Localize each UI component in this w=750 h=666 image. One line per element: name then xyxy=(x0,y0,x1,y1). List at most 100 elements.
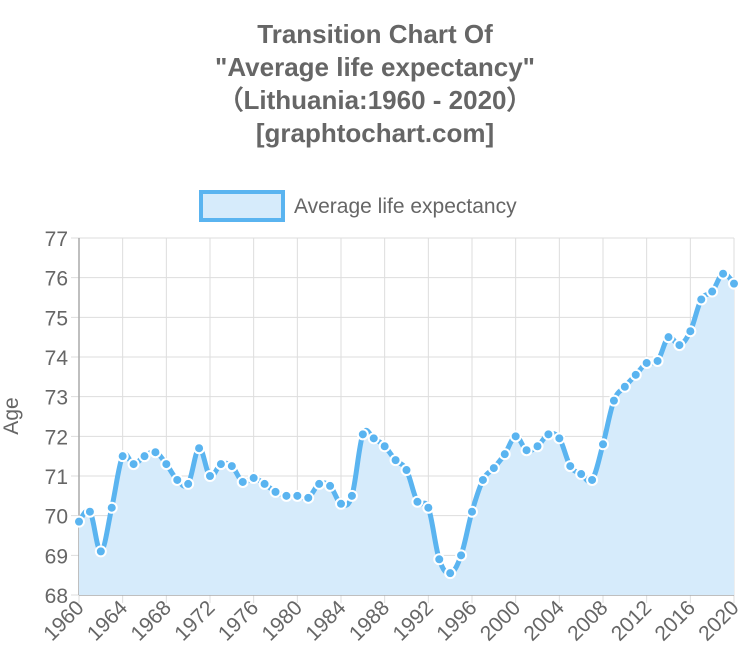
chart-title-line: （Lithuania:1960 - 2020） xyxy=(217,85,533,115)
data-point[interactable] xyxy=(411,495,424,508)
data-point[interactable] xyxy=(466,505,478,518)
y-tick-label: 72 xyxy=(45,426,68,449)
y-tick-label: 73 xyxy=(45,387,68,410)
data-point[interactable] xyxy=(313,477,326,490)
data-point[interactable] xyxy=(83,505,96,518)
x-tick-label: 1968 xyxy=(127,596,176,645)
data-point[interactable] xyxy=(422,501,435,514)
data-point[interactable] xyxy=(673,339,686,352)
data-point[interactable] xyxy=(214,458,227,471)
data-point[interactable] xyxy=(247,471,260,484)
data-point[interactable] xyxy=(662,331,675,344)
data-point[interactable] xyxy=(618,380,631,393)
data-point[interactable] xyxy=(607,394,620,407)
data-point[interactable] xyxy=(94,545,107,558)
data-point[interactable] xyxy=(597,438,609,451)
data-point[interactable] xyxy=(487,462,500,475)
x-tick-label: 2016 xyxy=(651,596,700,645)
y-tick-label: 69 xyxy=(45,545,68,568)
data-point[interactable] xyxy=(433,553,446,566)
data-point[interactable] xyxy=(73,515,85,528)
data-point[interactable] xyxy=(225,460,238,473)
data-point[interactable] xyxy=(400,464,413,477)
data-point[interactable] xyxy=(160,458,173,471)
chart-title-line: Transition Chart Of xyxy=(257,19,493,49)
data-point[interactable] xyxy=(302,491,315,504)
x-tick-label: 1964 xyxy=(83,596,133,646)
chart-title-line: "Average life expectancy" xyxy=(215,52,535,82)
data-point[interactable] xyxy=(280,489,293,502)
data-point[interactable] xyxy=(455,549,468,562)
x-tick-label: 1972 xyxy=(170,596,219,645)
x-tick-label: 2008 xyxy=(563,596,612,645)
data-point[interactable] xyxy=(193,442,206,455)
data-point[interactable] xyxy=(520,444,533,457)
data-point[interactable] xyxy=(356,428,369,441)
x-tick-label: 2004 xyxy=(520,596,570,646)
data-point[interactable] xyxy=(684,325,697,338)
data-point[interactable] xyxy=(324,479,337,492)
data-point[interactable] xyxy=(258,477,271,490)
chart-title: Transition Chart Of "Average life expect… xyxy=(0,18,750,150)
data-point[interactable] xyxy=(116,450,129,463)
y-tick-label: 71 xyxy=(45,466,68,489)
legend[interactable]: Average life expectancy xyxy=(199,190,517,222)
data-point[interactable] xyxy=(149,446,162,459)
data-point[interactable] xyxy=(509,430,522,443)
data-point[interactable] xyxy=(335,497,347,510)
x-tick-label: 1988 xyxy=(345,596,394,645)
data-point[interactable] xyxy=(531,440,544,453)
data-point[interactable] xyxy=(171,473,184,486)
data-point[interactable] xyxy=(706,285,719,298)
x-tick-label: 1984 xyxy=(301,596,351,646)
x-tick-label: 2020 xyxy=(694,596,743,645)
x-tick-label: 2012 xyxy=(607,596,656,645)
legend-swatch xyxy=(199,190,285,222)
y-tick-label: 68 xyxy=(45,585,68,608)
data-point[interactable] xyxy=(629,368,642,381)
series-area xyxy=(77,271,736,595)
y-axis: 68 69 70 71 72 73 74 75 76 77 xyxy=(45,228,69,608)
x-tick-label: 1996 xyxy=(432,596,481,645)
data-point[interactable] xyxy=(476,473,489,486)
series-fill xyxy=(79,273,734,595)
data-point[interactable] xyxy=(269,485,282,498)
data-point[interactable] xyxy=(553,432,566,445)
x-tick-label: 2000 xyxy=(476,596,525,645)
legend-label: Average life expectancy xyxy=(294,195,517,218)
data-point[interactable] xyxy=(498,448,511,461)
y-tick-label: 70 xyxy=(45,506,68,529)
data-point[interactable] xyxy=(367,432,380,445)
data-point[interactable] xyxy=(204,470,216,482)
data-point[interactable] xyxy=(345,489,358,502)
data-point[interactable] xyxy=(695,293,708,306)
data-point[interactable] xyxy=(717,267,730,280)
data-point[interactable] xyxy=(378,440,391,453)
data-point[interactable] xyxy=(389,454,402,467)
data-point[interactable] xyxy=(236,475,249,488)
data-point[interactable] xyxy=(640,356,653,369)
y-tick-label: 77 xyxy=(45,228,68,251)
x-tick-label: 1980 xyxy=(258,596,307,645)
data-point[interactable] xyxy=(127,458,140,471)
data-point[interactable] xyxy=(291,489,304,502)
data-point[interactable] xyxy=(138,450,151,463)
x-axis: 1960196419681972197619801984198819921996… xyxy=(39,596,743,646)
y-tick-label: 75 xyxy=(45,307,68,330)
data-point[interactable] xyxy=(182,477,195,490)
y-tick-label: 76 xyxy=(45,268,68,291)
y-axis-label: Age xyxy=(0,397,23,434)
data-point[interactable] xyxy=(575,468,588,481)
x-tick-label: 1976 xyxy=(214,596,263,645)
y-tick-label: 74 xyxy=(45,347,69,370)
data-point[interactable] xyxy=(586,473,599,486)
data-point[interactable] xyxy=(651,354,664,367)
data-point[interactable] xyxy=(564,460,577,473)
data-point[interactable] xyxy=(728,277,740,290)
data-point[interactable] xyxy=(105,501,118,514)
series-points xyxy=(73,267,740,580)
data-point[interactable] xyxy=(444,567,457,580)
data-point[interactable] xyxy=(542,428,555,441)
chart-title-line: [graphtochart.com] xyxy=(255,118,495,148)
